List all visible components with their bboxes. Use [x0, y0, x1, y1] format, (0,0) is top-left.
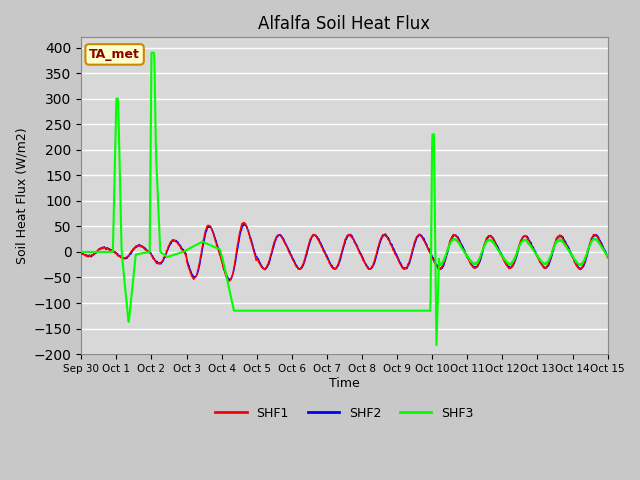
SHF3	[577, 262, 585, 267]
SHF3	[639, 249, 640, 254]
SHF1	[165, 243, 173, 249]
Y-axis label: Soil Heat Flux (W/m2): Soil Heat Flux (W/m2)	[15, 127, 28, 264]
SHF2	[337, 252, 345, 258]
SHF3	[433, 342, 440, 348]
SHF1	[239, 220, 247, 226]
SHF1	[225, 278, 232, 284]
SHF2	[577, 265, 585, 271]
SHF1	[348, 234, 356, 240]
SHF3	[148, 50, 156, 56]
SHF1	[77, 251, 85, 256]
SHF2	[348, 233, 356, 239]
Line: SHF2: SHF2	[81, 224, 640, 280]
SHF2	[165, 244, 173, 250]
SHF3	[632, 244, 640, 250]
Line: SHF3: SHF3	[81, 53, 640, 345]
Legend: SHF1, SHF2, SHF3: SHF1, SHF2, SHF3	[211, 402, 479, 424]
SHF3	[77, 249, 85, 255]
Title: Alfalfa Soil Heat Flux: Alfalfa Soil Heat Flux	[259, 15, 431, 33]
SHF2	[639, 249, 640, 255]
SHF3	[166, 253, 173, 259]
SHF3	[337, 308, 345, 313]
SHF1	[495, 248, 503, 253]
Text: TA_met: TA_met	[89, 48, 140, 61]
SHF3	[348, 308, 355, 313]
SHF2	[225, 277, 233, 283]
SHF2	[632, 240, 640, 246]
Line: SHF1: SHF1	[81, 223, 640, 281]
SHF1	[337, 251, 345, 256]
SHF2	[77, 250, 85, 255]
SHF1	[632, 242, 640, 248]
SHF2	[241, 221, 248, 227]
SHF1	[639, 248, 640, 254]
X-axis label: Time: Time	[329, 377, 360, 390]
SHF1	[577, 266, 585, 272]
SHF3	[495, 248, 503, 254]
SHF2	[495, 247, 503, 253]
